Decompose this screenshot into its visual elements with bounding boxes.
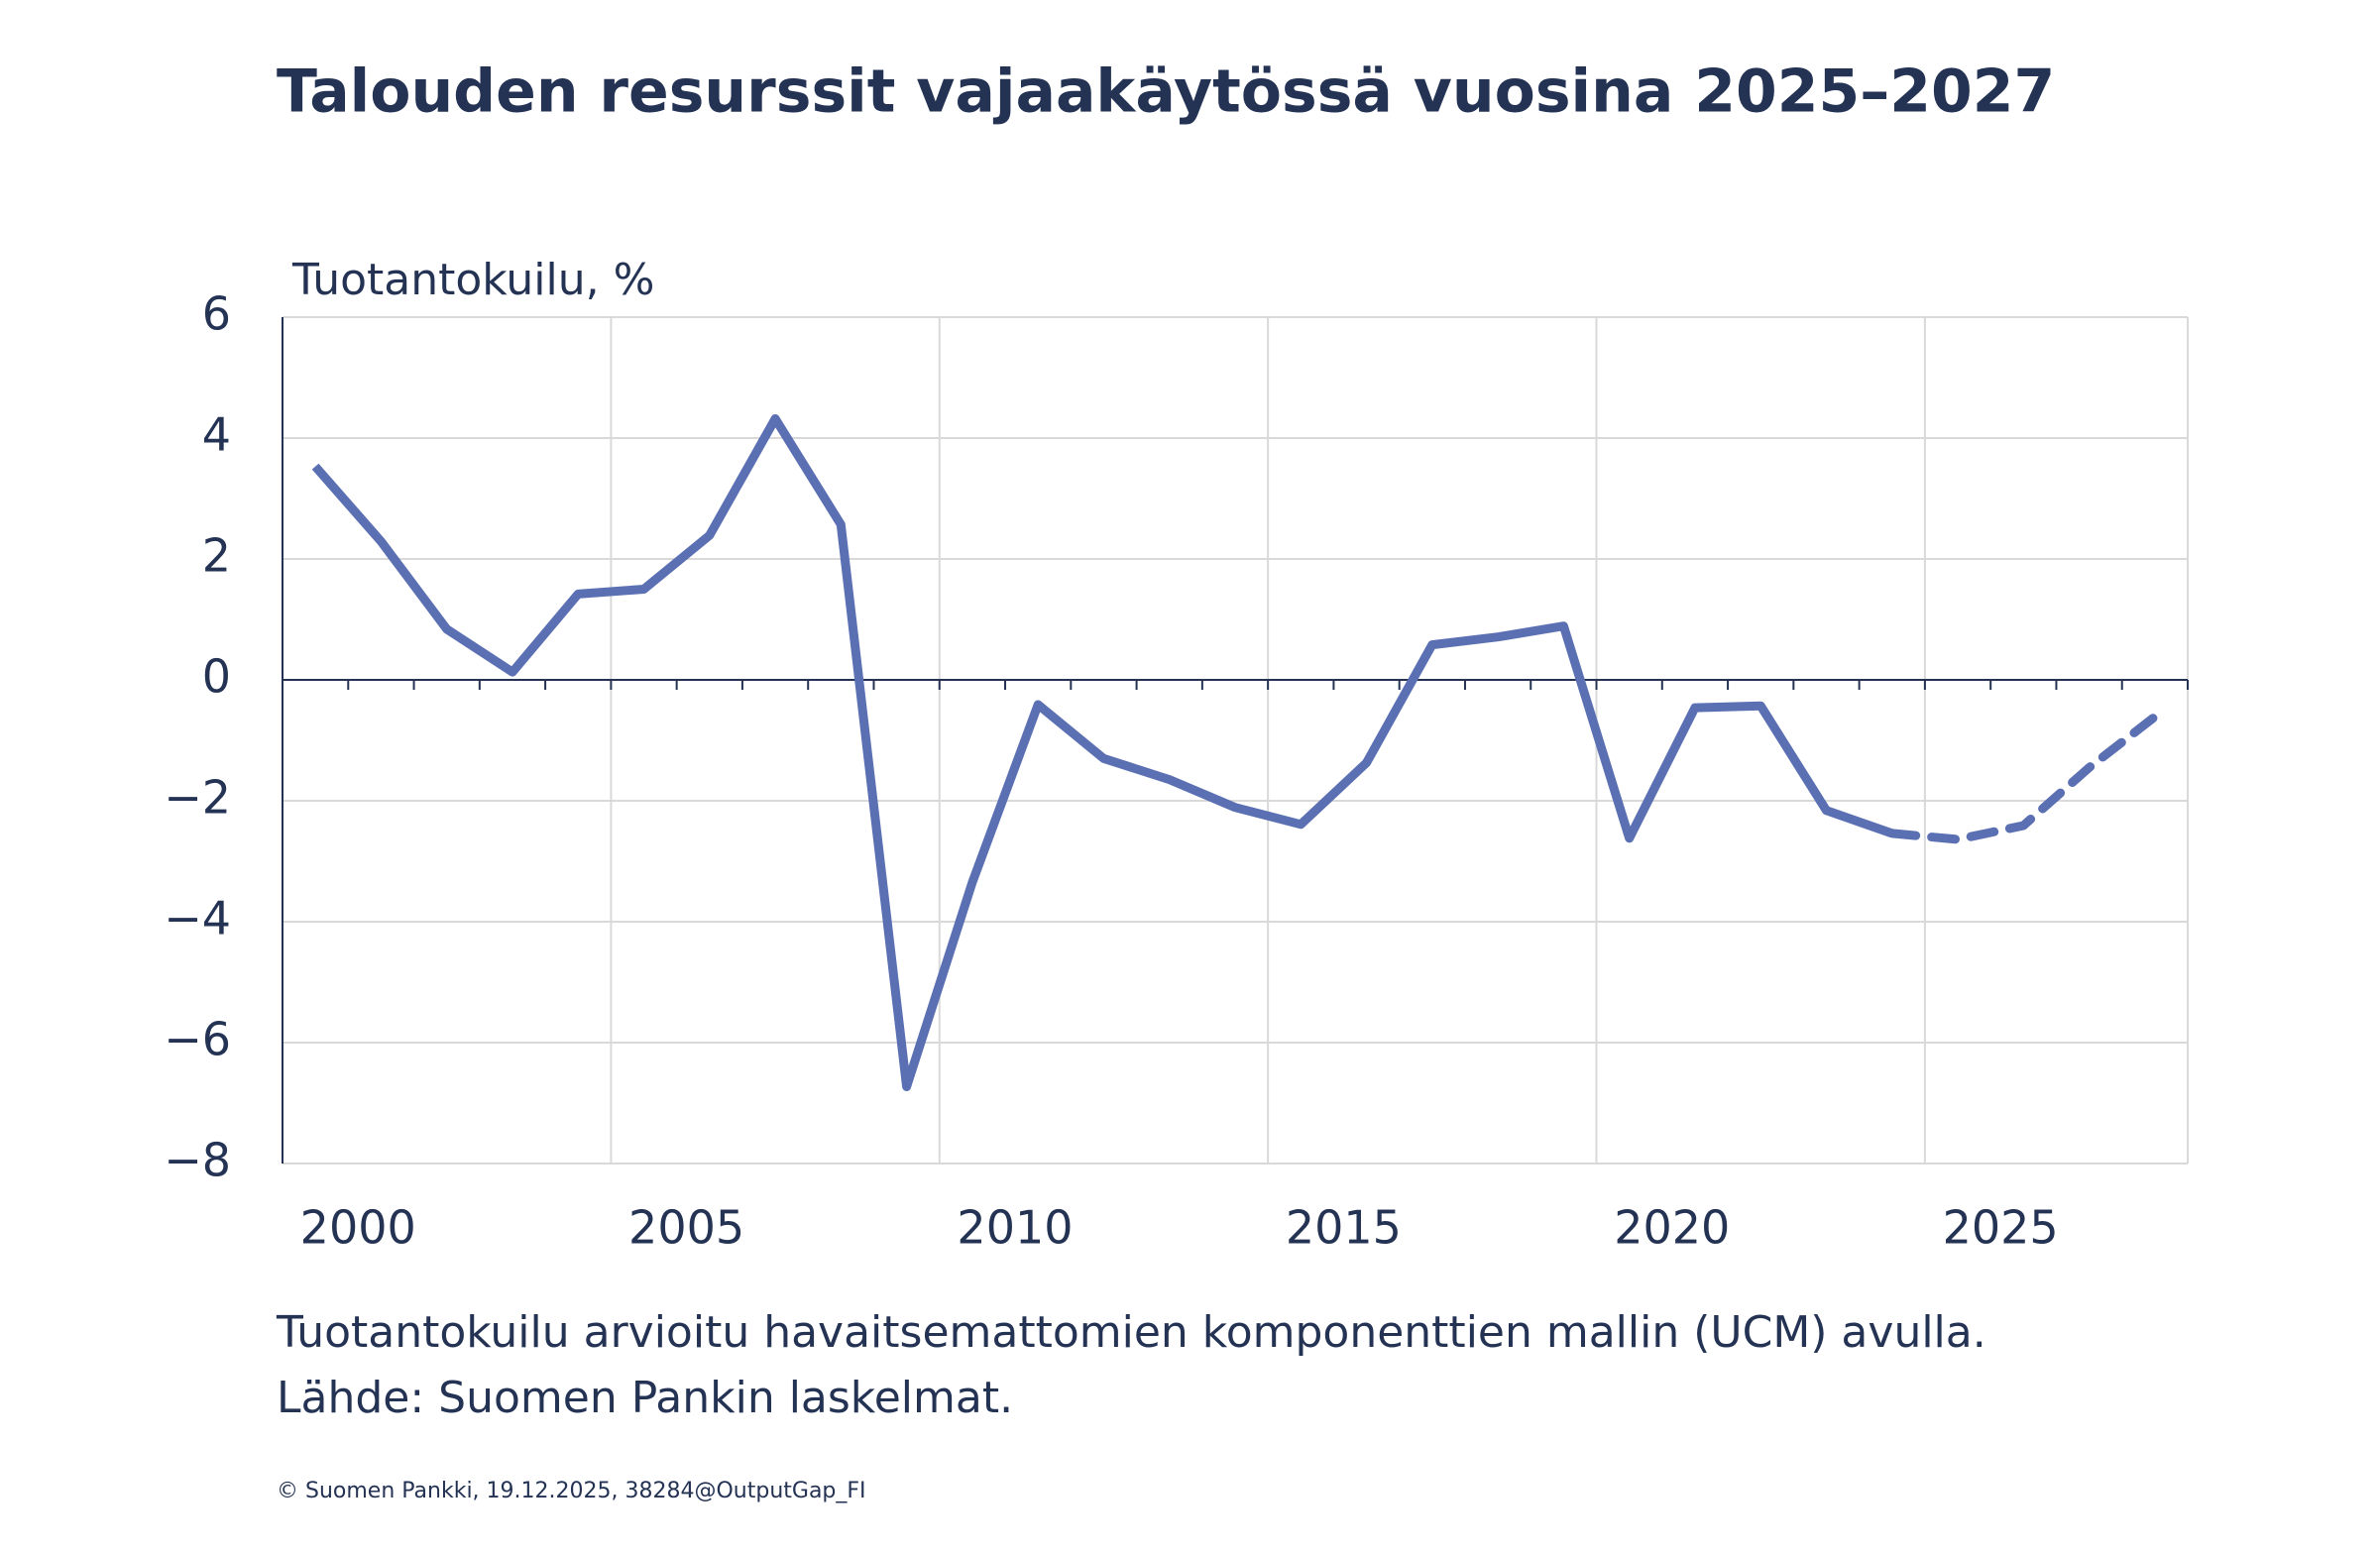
y-axis-label: Tuotantokuilu, % (291, 255, 654, 305)
y-tick-label: 6 (202, 287, 231, 341)
x-tick-label: 2020 (1614, 1201, 1730, 1255)
x-tick-label: 2010 (957, 1201, 1073, 1255)
chart-title: Talouden resurssit vajaakäytössä vuosina… (277, 57, 2055, 127)
credit: © Suomen Pankki, 19.12.2025, 38284@Outpu… (277, 1479, 866, 1503)
data-line (311, 414, 1894, 1091)
y-tick-label: −8 (164, 1134, 231, 1187)
y-tick-label: −4 (164, 892, 231, 945)
x-tick-label: 2025 (1943, 1201, 2059, 1255)
note: Lähde: Suomen Pankin laskelmat. (277, 1373, 1013, 1423)
note: Tuotantokuilu arvioitu havaitsemattomien… (276, 1307, 1986, 1358)
y-tick-label: 0 (202, 650, 231, 704)
x-tick-label: 2015 (1286, 1201, 1402, 1255)
y-tick-label: 2 (202, 529, 231, 583)
x-tick-label: 2000 (300, 1201, 416, 1255)
y-tick-label: −2 (164, 771, 231, 825)
x-tick-label: 2005 (628, 1201, 744, 1255)
data-line (1887, 712, 2160, 844)
y-tick-label: −6 (164, 1013, 231, 1066)
y-tick-label: 4 (202, 408, 231, 462)
